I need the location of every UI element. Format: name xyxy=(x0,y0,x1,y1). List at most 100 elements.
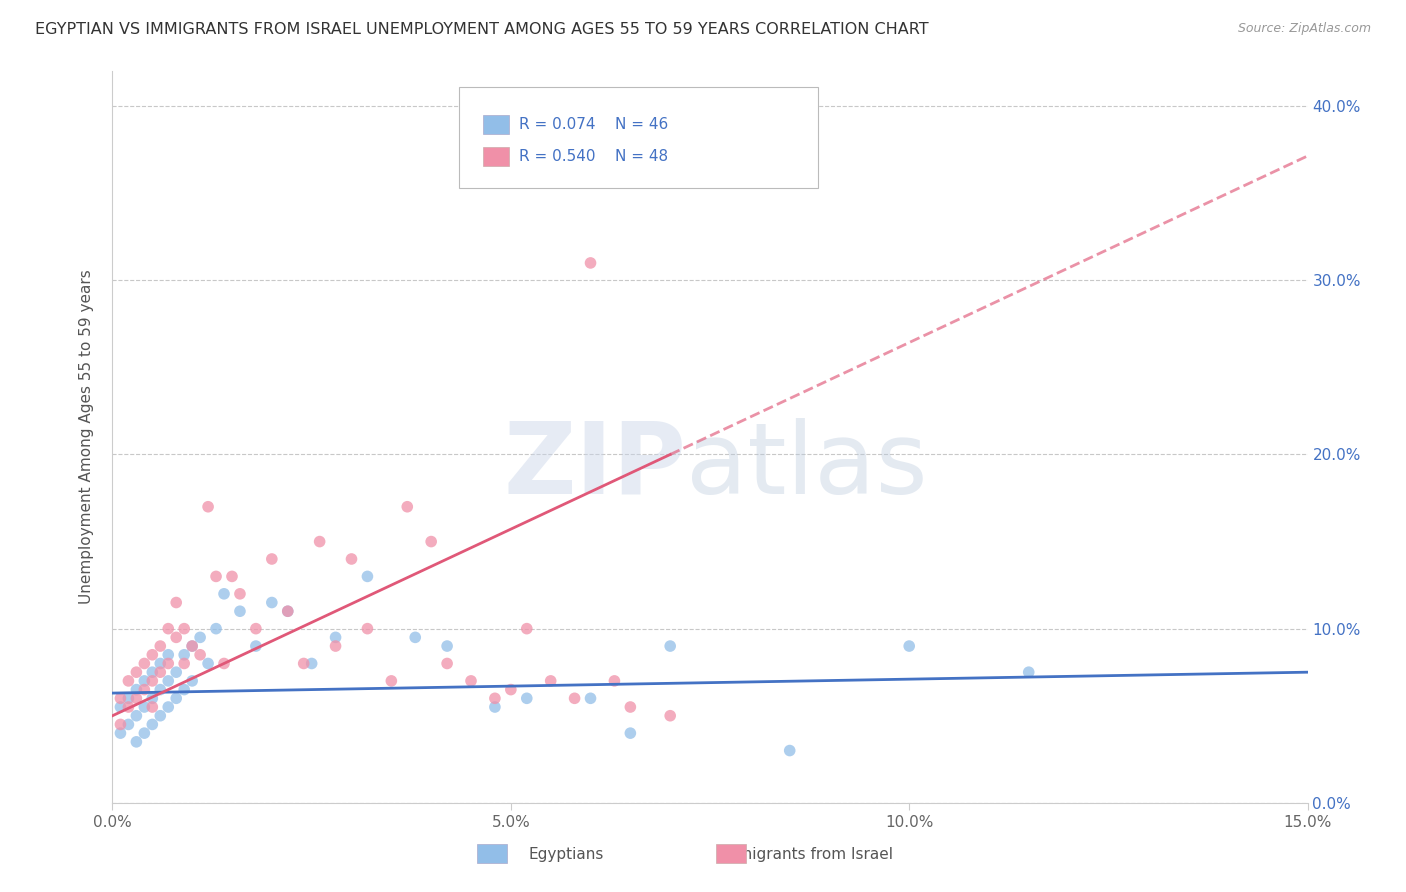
Y-axis label: Unemployment Among Ages 55 to 59 years: Unemployment Among Ages 55 to 59 years xyxy=(79,269,94,605)
Point xyxy=(277,604,299,618)
Point xyxy=(659,639,682,653)
Point xyxy=(134,700,156,714)
Point xyxy=(484,700,506,714)
Point xyxy=(173,682,195,697)
Point xyxy=(260,595,283,609)
Point xyxy=(420,534,443,549)
Point xyxy=(619,700,641,714)
Point xyxy=(245,622,267,636)
Point xyxy=(157,648,180,662)
Point xyxy=(205,622,228,636)
Point xyxy=(134,682,156,697)
Point xyxy=(134,673,156,688)
Point xyxy=(229,604,252,618)
Point xyxy=(356,569,378,583)
Point xyxy=(308,534,330,549)
Point xyxy=(173,622,195,636)
Point xyxy=(188,648,211,662)
Text: R = 0.540    N = 48: R = 0.540 N = 48 xyxy=(519,150,668,164)
Point xyxy=(579,691,602,706)
Point xyxy=(134,726,156,740)
Point xyxy=(197,500,219,514)
Point xyxy=(779,743,801,757)
Point xyxy=(436,639,458,653)
Point xyxy=(325,639,347,653)
Point xyxy=(460,673,482,688)
Point xyxy=(149,682,172,697)
Point xyxy=(157,700,180,714)
Point xyxy=(245,639,267,653)
Point xyxy=(499,682,522,697)
Point xyxy=(157,657,180,671)
Point xyxy=(212,657,235,671)
Point xyxy=(117,691,139,706)
Point xyxy=(173,657,195,671)
Point xyxy=(197,657,219,671)
Point xyxy=(141,691,163,706)
Point xyxy=(165,631,187,645)
FancyBboxPatch shape xyxy=(484,147,509,166)
FancyBboxPatch shape xyxy=(716,845,747,863)
Point xyxy=(125,665,148,680)
Point xyxy=(141,700,163,714)
Point xyxy=(396,500,419,514)
Point xyxy=(325,631,347,645)
Point xyxy=(165,595,187,609)
Point xyxy=(340,552,363,566)
Point xyxy=(356,622,378,636)
Point xyxy=(380,673,402,688)
Point xyxy=(1018,665,1040,680)
Point xyxy=(165,691,187,706)
Point xyxy=(110,717,132,731)
Point xyxy=(157,673,180,688)
Point xyxy=(212,587,235,601)
Point xyxy=(125,708,148,723)
Point xyxy=(516,622,538,636)
Point xyxy=(110,726,132,740)
Point xyxy=(484,691,506,706)
Point xyxy=(117,673,139,688)
Point xyxy=(165,665,187,680)
Point xyxy=(134,657,156,671)
Point xyxy=(603,673,626,688)
FancyBboxPatch shape xyxy=(477,845,508,863)
Point xyxy=(277,604,299,618)
Point xyxy=(125,682,148,697)
Point xyxy=(149,639,172,653)
Text: atlas: atlas xyxy=(686,417,928,515)
Text: ZIP: ZIP xyxy=(503,417,686,515)
Point xyxy=(564,691,586,706)
Point xyxy=(181,639,204,653)
Point xyxy=(301,657,323,671)
Point xyxy=(292,657,315,671)
Text: EGYPTIAN VS IMMIGRANTS FROM ISRAEL UNEMPLOYMENT AMONG AGES 55 TO 59 YEARS CORREL: EGYPTIAN VS IMMIGRANTS FROM ISRAEL UNEMP… xyxy=(35,22,929,37)
Text: Immigrants from Israel: Immigrants from Israel xyxy=(718,847,893,862)
Point xyxy=(173,648,195,662)
FancyBboxPatch shape xyxy=(484,115,509,134)
Point xyxy=(125,735,148,749)
Text: Source: ZipAtlas.com: Source: ZipAtlas.com xyxy=(1237,22,1371,36)
Point xyxy=(149,657,172,671)
Point xyxy=(188,631,211,645)
Point xyxy=(229,587,252,601)
Point xyxy=(221,569,243,583)
Point xyxy=(125,691,148,706)
Text: R = 0.074    N = 46: R = 0.074 N = 46 xyxy=(519,117,668,132)
Point xyxy=(149,708,172,723)
Point xyxy=(205,569,228,583)
Point xyxy=(898,639,921,653)
Point xyxy=(260,552,283,566)
Point xyxy=(181,673,204,688)
Point xyxy=(141,717,163,731)
Point xyxy=(117,717,139,731)
Point xyxy=(659,708,682,723)
Point xyxy=(117,700,139,714)
Point xyxy=(436,657,458,671)
Point xyxy=(404,631,426,645)
Point xyxy=(141,648,163,662)
Point xyxy=(619,726,641,740)
Text: Egyptians: Egyptians xyxy=(529,847,605,862)
Point xyxy=(157,622,180,636)
FancyBboxPatch shape xyxy=(458,87,818,188)
Point xyxy=(516,691,538,706)
